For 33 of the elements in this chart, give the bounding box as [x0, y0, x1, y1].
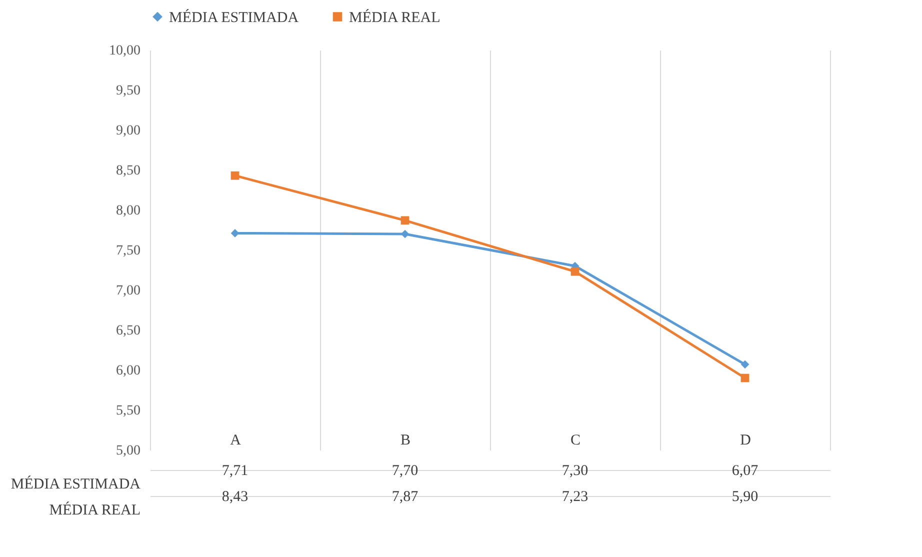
- x-tick-label: C: [570, 432, 581, 448]
- y-tick-label: 6,50: [116, 324, 140, 338]
- y-tick-label: 9,50: [116, 84, 140, 98]
- y-tick-label: 5,00: [116, 444, 140, 458]
- data-label: 7,23: [562, 489, 588, 505]
- point: [570, 267, 580, 276]
- data-label: 8,43: [222, 489, 248, 505]
- y-tick-label: 6,00: [116, 364, 140, 378]
- point: [740, 374, 750, 382]
- point: [230, 171, 240, 180]
- point: [740, 360, 750, 369]
- data-label: 5,90: [732, 489, 758, 505]
- data-label: 6,07: [732, 463, 759, 479]
- text: MÉDIA REAL: [49, 502, 140, 518]
- y-tick-label: 8,00: [116, 204, 140, 218]
- x-tick-label: B: [400, 432, 411, 448]
- x-tick-label: D: [740, 432, 752, 448]
- y-tick-label: 8,50: [116, 164, 140, 178]
- data-label: 7,87: [392, 489, 419, 505]
- point: [400, 230, 410, 238]
- y-tick-label: 7,50: [116, 244, 140, 258]
- data-label: 7,30: [562, 463, 588, 479]
- y-tick-label: 7,00: [116, 284, 140, 298]
- data-label: 7,71: [222, 463, 248, 479]
- legend-label: MÉDIA ESTIMADA: [169, 8, 299, 26]
- point: [400, 216, 410, 225]
- data-label: 7,70: [392, 463, 418, 479]
- y-tick-label: 10,00: [109, 44, 140, 58]
- x-tick-label: A: [230, 432, 242, 448]
- y-tick-label: 9,00: [116, 124, 140, 138]
- y-tick-label: 5,50: [116, 404, 140, 418]
- legend-label: MÉDIA REAL: [349, 8, 440, 26]
- text: MÉDIA ESTIMADA: [10, 476, 140, 492]
